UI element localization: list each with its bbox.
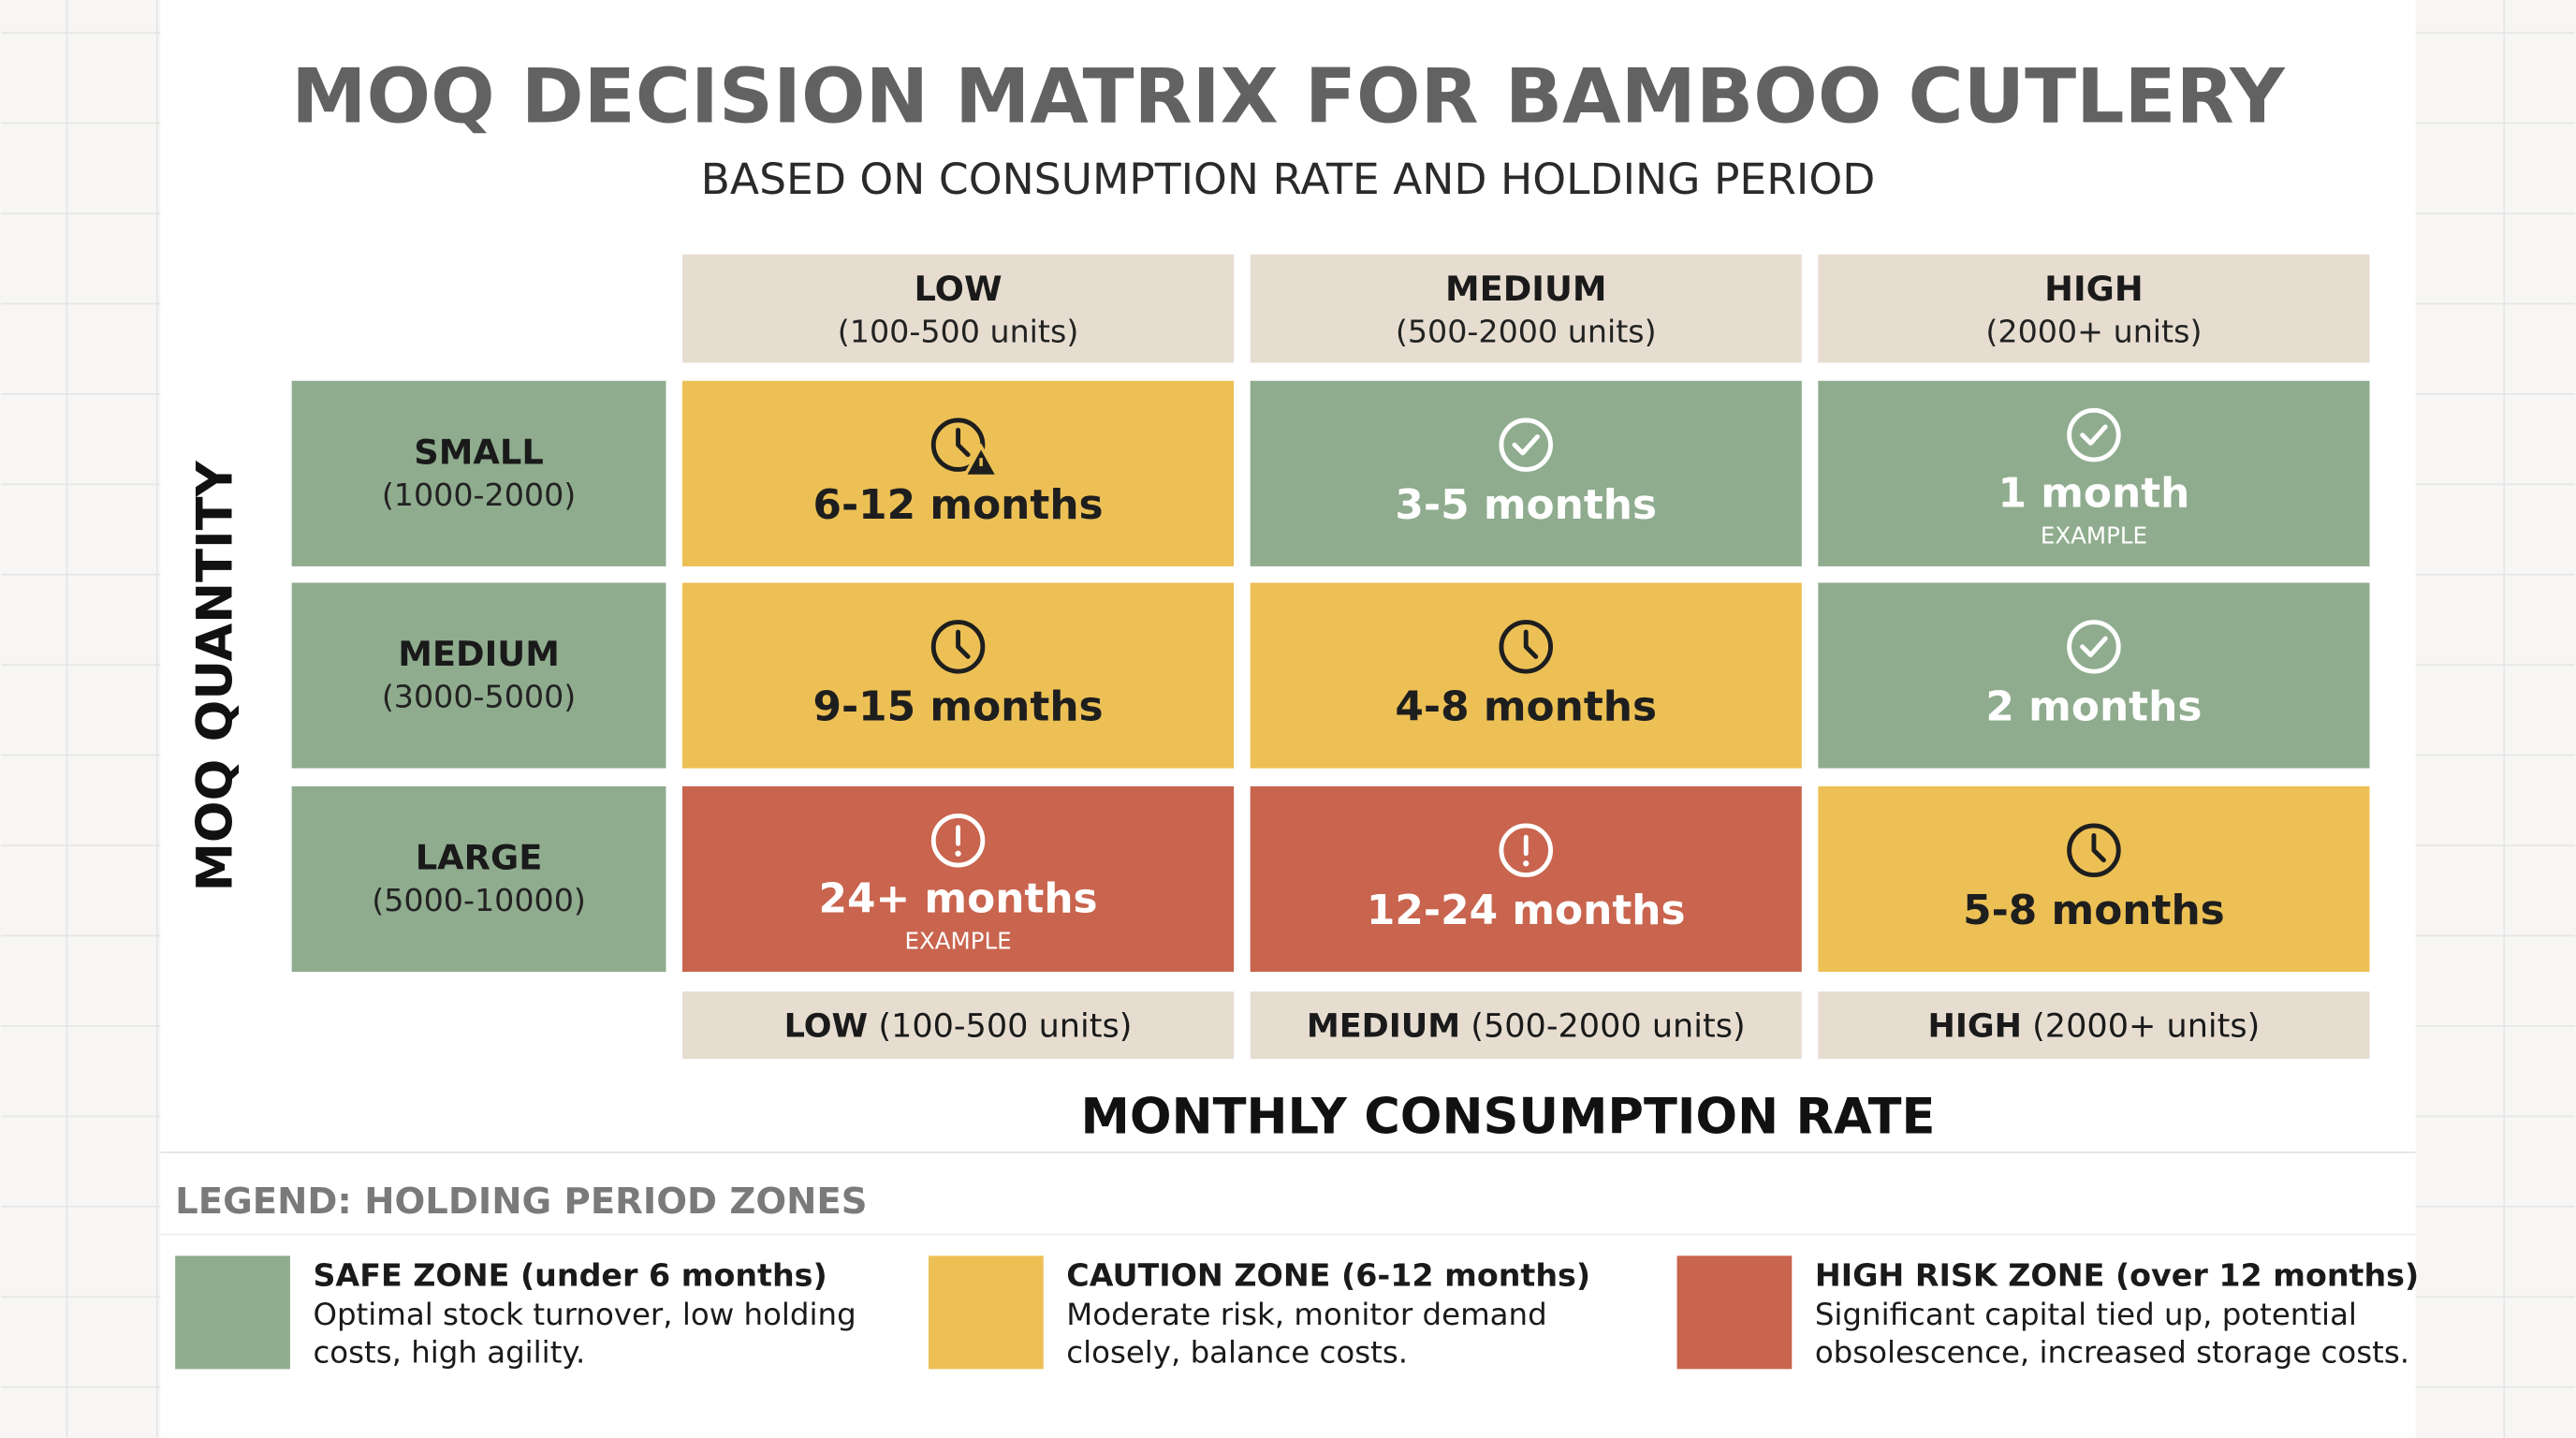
icon-hands [956, 629, 971, 659]
cell-period: 24+ months [818, 875, 1097, 923]
cell-period: 9-15 months [812, 682, 1103, 730]
legend-zone-description: Moderate risk, monitor demand [1066, 1297, 1546, 1332]
icon-circle [1499, 823, 1554, 878]
cell-period: 12-24 months [1367, 887, 1686, 934]
column-header [1250, 254, 1802, 363]
row-name: MEDIUM [398, 634, 560, 674]
cell-period: 1 month [1998, 470, 2189, 518]
cell-period: 5-8 months [1963, 887, 2225, 934]
legend-title: LEGEND: HOLDING PERIOD ZONES [175, 1181, 867, 1223]
icon-circle [930, 620, 986, 674]
legend-zone-description: closely, balance costs. [1066, 1335, 1408, 1371]
legend-swatch [929, 1255, 1044, 1370]
legend-zone-title: HIGH RISK ZONE (over 12 months) [1815, 1257, 2419, 1294]
matrix: LOW(100-500 units)LOW (100-500 units)MED… [175, 254, 2419, 1371]
row-range: (1000-2000) [382, 477, 576, 513]
icon-alert [1499, 823, 1554, 878]
icon-check [1512, 433, 1540, 456]
legend-zone-description: Optimal stock turnover, low holding [313, 1297, 856, 1332]
column-footer [681, 991, 1235, 1059]
row-range: (5000-10000) [372, 882, 586, 918]
row-name: SMALL [414, 432, 544, 472]
legend-zone-description: costs, high agility. [313, 1335, 585, 1371]
column-footer [1250, 991, 1802, 1059]
icon-circle [1499, 620, 1554, 674]
cell [1818, 785, 2370, 973]
column-name: MEDIUM [1307, 1007, 1460, 1046]
legend-swatch [1676, 1255, 1793, 1370]
column-name: LOW [915, 269, 1003, 309]
legend-zone-title: SAFE ZONE (under 6 months) [313, 1257, 827, 1294]
column-name: HIGH [1928, 1007, 2022, 1046]
column-name: MEDIUM [1445, 269, 1607, 309]
row-name: LARGE [416, 837, 543, 877]
column-footer-label: LOW (100-500 units) [784, 1007, 1133, 1046]
icon-check [2080, 636, 2108, 658]
icon-clock [1499, 620, 1554, 674]
legend-swatch [175, 1255, 290, 1370]
icon-check [2067, 407, 2121, 462]
cell-period: 4-8 months [1395, 682, 1657, 730]
column-name: HIGH [2044, 269, 2144, 309]
icon-dot [955, 850, 961, 857]
legend-zone-description: obsolescence, increased storage costs. [1815, 1335, 2409, 1371]
icon-clock [930, 620, 986, 674]
row-header [291, 380, 666, 566]
row-header [291, 582, 666, 769]
icon-check [2080, 424, 2108, 446]
column-footer-label: HIGH (2000+ units) [1928, 1007, 2261, 1046]
icon-circle [2067, 823, 2121, 878]
legend-zone-description: Significant capital tied up, potential [1815, 1297, 2357, 1332]
column-footer [1818, 991, 2370, 1059]
icon-circle [930, 418, 986, 472]
cell-period: 2 months [1985, 682, 2202, 730]
icon-circle [2067, 620, 2121, 674]
column-header [681, 254, 1235, 363]
column-range: (500-2000 units) [1396, 313, 1657, 349]
cell [681, 380, 1235, 566]
icon-circle [2067, 407, 2121, 462]
icon-circle [930, 813, 986, 868]
legend-zone-title: CAUTION ZONE (6-12 months) [1066, 1257, 1590, 1294]
column-footer-label: MEDIUM (500-2000 units) [1307, 1007, 1746, 1046]
column-header [1818, 254, 2370, 363]
cell [681, 582, 1235, 769]
icon-dot [1523, 860, 1530, 867]
column-range: (100-500 units) [878, 1007, 1132, 1046]
icon-hands [2091, 833, 2106, 863]
cell [1250, 582, 1802, 769]
icon-circle [1499, 418, 1554, 472]
icon-check [1499, 418, 1554, 472]
cell [1818, 582, 2370, 769]
cell [1250, 380, 1802, 566]
x-axis-label: MONTHLY CONSUMPTION RATE [1081, 1088, 1936, 1145]
cell-note: EXAMPLE [904, 927, 1011, 954]
cell [1250, 785, 1802, 973]
column-range: (2000+ units) [1985, 313, 2202, 349]
icon-hands [956, 427, 971, 458]
row-header [291, 785, 666, 973]
icon-clock-warning [930, 418, 1001, 478]
icon-check [2067, 620, 2121, 674]
cell-period: 3-5 months [1395, 481, 1657, 529]
column-name: LOW [784, 1007, 869, 1046]
title: MOQ DECISION MATRIX FOR BAMBOO CUTLERY [291, 53, 2286, 141]
cell-period: 6-12 months [812, 481, 1103, 529]
cell-note: EXAMPLE [2041, 521, 2147, 549]
column-range: (500-2000 units) [1471, 1007, 1745, 1046]
column-range: (100-500 units) [838, 313, 1079, 349]
icon-alert [930, 813, 986, 868]
icon-hands [1523, 629, 1539, 659]
column-range: (2000+ units) [2032, 1007, 2260, 1046]
icon-clock [2067, 823, 2121, 878]
row-range: (3000-5000) [382, 679, 576, 715]
y-axis-label: MOQ QUANTITY [186, 461, 243, 892]
subtitle: BASED ON CONSUMPTION RATE AND HOLDING PE… [701, 154, 1876, 204]
